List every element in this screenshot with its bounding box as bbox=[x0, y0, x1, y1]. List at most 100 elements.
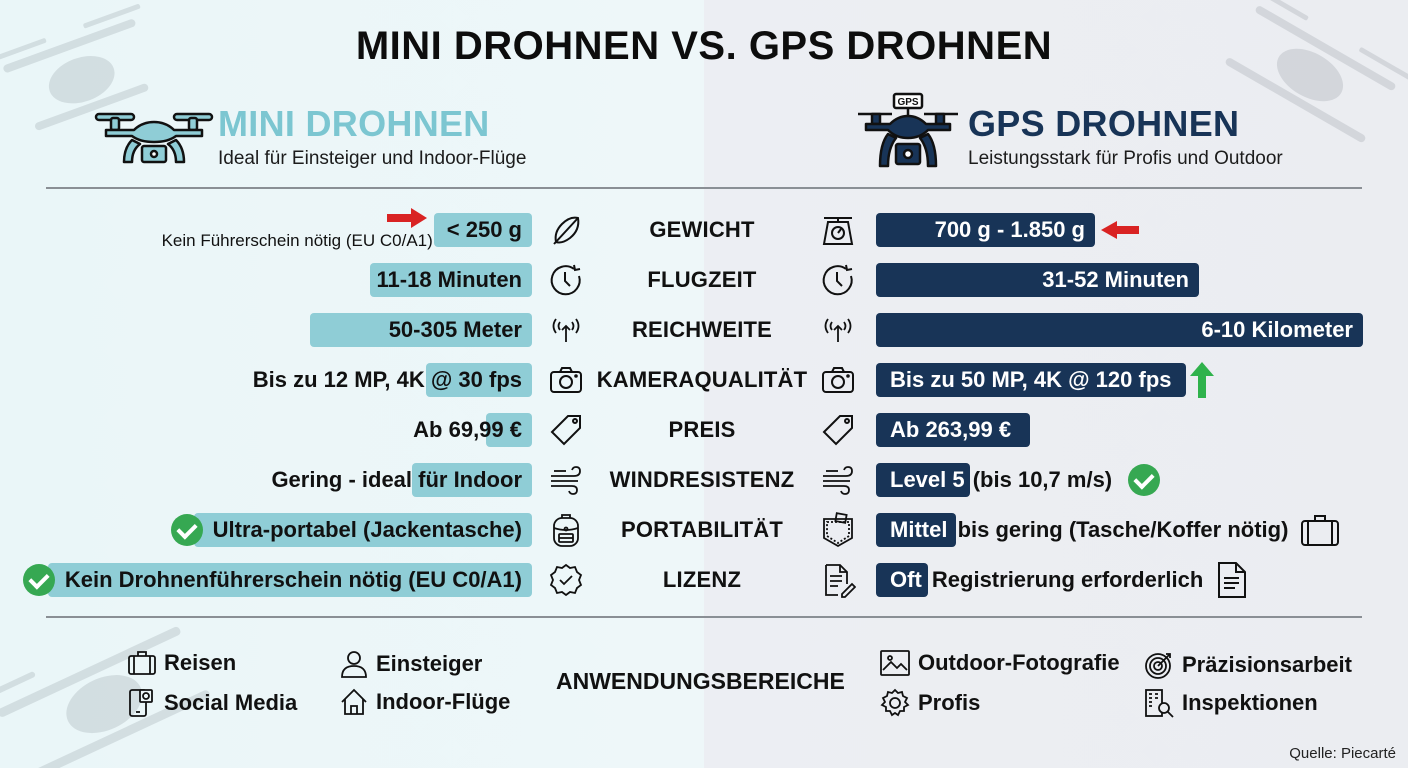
comparison-row-flight-time: 11-18 Minuten FLUGZEIT 31-52 Minuten bbox=[0, 260, 1408, 300]
gps-badge-text: GPS bbox=[897, 97, 918, 108]
gps-bar bbox=[876, 213, 1095, 247]
pocket-icon bbox=[823, 512, 853, 548]
mini-bar bbox=[310, 313, 532, 347]
usage-item: Reisen bbox=[128, 650, 236, 676]
mini-bar bbox=[426, 363, 532, 397]
user-icon bbox=[341, 651, 367, 678]
usage-title: ANWENDUNGSBEREICHE bbox=[556, 668, 845, 694]
mini-drones-subtitle: Ideal für Einsteiger und Indoor-Flüge bbox=[218, 148, 527, 169]
usage-item: Profis bbox=[880, 688, 980, 718]
gps-drones-subtitle: Leistungsstark für Profis und Outdoor bbox=[968, 148, 1283, 169]
target-icon bbox=[1145, 653, 1171, 679]
row-label-camera: KAMERAQUALITÄT bbox=[596, 367, 808, 392]
check-circle-icon bbox=[170, 514, 203, 546]
page-title: MINI DROHNEN VS. GPS DROHNEN bbox=[355, 24, 1053, 68]
mini-portability-value: Ultra-portabel (Jackentasche) bbox=[212, 517, 522, 542]
usage-label: Einsteiger bbox=[376, 651, 483, 676]
gps-wind-detail: (bis 10,7 m/s) bbox=[972, 467, 1113, 492]
row-label-portability: PORTABILITÄT bbox=[620, 517, 784, 542]
mini-camera-value: Bis zu 12 MP, 4K @ 30 fps bbox=[252, 367, 522, 392]
check-circle-icon bbox=[22, 564, 55, 596]
gps-drones-title: GPS DROHNEN bbox=[968, 103, 1240, 144]
header-divider bbox=[46, 187, 1362, 189]
scale-icon bbox=[822, 217, 854, 245]
tag-icon bbox=[822, 415, 853, 446]
green-arrow-up-icon bbox=[1190, 362, 1214, 398]
gps-price-value: Ab 263,99 € bbox=[890, 417, 1012, 442]
row-label-flight-time: FLUGZEIT bbox=[647, 267, 757, 292]
gps-wind-highlight: Level 5 bbox=[890, 467, 965, 492]
mini-bar bbox=[370, 263, 532, 297]
row-label-weight: GEWICHT bbox=[649, 217, 755, 242]
usage-item: Präzisionsarbeit bbox=[1144, 650, 1352, 680]
mini-drones-title: MINI DROHNEN bbox=[218, 103, 490, 144]
usage-item: Indoor-Flüge bbox=[340, 688, 510, 716]
gps-portability-highlight: Mittel bbox=[890, 517, 948, 542]
gps-bar bbox=[876, 313, 1363, 347]
comparison-row-license: Kein Drohnenführerschein nötig (EU C0/A1… bbox=[0, 560, 1408, 600]
red-arrow-right-icon bbox=[387, 208, 427, 228]
usage-item: Einsteiger bbox=[340, 650, 482, 678]
gps-bar bbox=[876, 463, 970, 497]
usage-label: Outdoor-Fotografie bbox=[918, 650, 1120, 675]
row-label-range: REICHWEITE bbox=[631, 317, 773, 342]
usage-item: Inspektionen bbox=[1144, 688, 1318, 718]
wind-icon bbox=[823, 466, 853, 495]
backpack-icon bbox=[553, 514, 579, 547]
suitcase-icon bbox=[1301, 515, 1340, 546]
usage-divider bbox=[46, 616, 1362, 618]
usage-label: Indoor-Flüge bbox=[376, 689, 511, 714]
row-label-price: PREIS bbox=[668, 417, 736, 442]
usage-label: Präzisionsarbeit bbox=[1182, 652, 1352, 677]
mini-range-value: 50-305 Meter bbox=[388, 317, 522, 342]
mini-bar bbox=[194, 513, 532, 547]
row-label-license: LIZENZ bbox=[662, 567, 742, 592]
gps-license-highlight: Oft bbox=[890, 567, 922, 592]
gear-icon bbox=[880, 688, 910, 717]
signal-icon bbox=[824, 318, 852, 342]
usage-label: Reisen bbox=[164, 650, 237, 675]
comparison-row-price: Ab 69,99 € PREIS Ab 263,99 € bbox=[0, 410, 1408, 450]
mini-drones-header: MINI DROHNEN Ideal für Einsteiger und In… bbox=[94, 102, 526, 170]
gps-drone-icon: GPS bbox=[858, 92, 958, 168]
phone-icon bbox=[129, 689, 153, 717]
feather-icon bbox=[553, 216, 580, 245]
row-label-wind: WINDRESISTENZ bbox=[609, 467, 795, 492]
comparison-row-camera: Bis zu 12 MP, 4K @ 30 fps KAMERAQUALITÄT… bbox=[0, 360, 1408, 400]
comparison-row-portability: Ultra-portabel (Jackentasche) PORTABILIT… bbox=[0, 510, 1408, 550]
comparison-row-weight: Kein Führerschein nötig (EU C0/A1) < 250… bbox=[0, 208, 1408, 250]
gps-drones-header: GPS GPS DROHNEN Leistungsstark für Profi… bbox=[856, 92, 1283, 170]
gps-bar bbox=[876, 513, 956, 547]
check-circle-icon bbox=[1128, 464, 1161, 496]
usage-label: Profis bbox=[918, 690, 981, 715]
document-icon bbox=[1218, 562, 1247, 598]
mini-bar bbox=[412, 463, 532, 497]
mini-license-value: Kein Drohnenführerschein nötig (EU C0/A1… bbox=[64, 567, 522, 592]
gps-bar bbox=[876, 263, 1199, 297]
usage-item: Social Media bbox=[128, 688, 297, 718]
home-icon bbox=[341, 688, 367, 715]
usage-section: Reisen Einsteiger Social Media Indoor-Fl… bbox=[0, 646, 1408, 726]
building-search-icon bbox=[1145, 689, 1174, 718]
tag-icon bbox=[550, 415, 581, 446]
gps-bar bbox=[876, 563, 928, 597]
usage-item: Outdoor-Fotografie bbox=[880, 650, 1120, 676]
mini-weight-value: < 250 g bbox=[446, 217, 522, 242]
usage-label: Social Media bbox=[164, 690, 298, 715]
gps-portability-detail: bis gering (Tasche/Koffer nötig) bbox=[957, 517, 1289, 542]
mini-drone-icon bbox=[94, 112, 214, 164]
mini-weight-note: Kein Führerschein nötig (EU C0/A1) bbox=[161, 231, 433, 250]
wind-icon bbox=[551, 466, 581, 495]
mini-price-value: Ab 69,99 € bbox=[413, 417, 522, 442]
gps-bar bbox=[876, 413, 1030, 447]
camera-icon bbox=[550, 367, 582, 393]
gps-camera-value: Bis zu 50 MP, 4K @ 120 fps bbox=[890, 367, 1172, 392]
signal-icon bbox=[552, 318, 580, 342]
mini-flight-time-value: 11-18 Minuten bbox=[376, 267, 522, 292]
mini-bar bbox=[434, 213, 532, 247]
suitcase-icon bbox=[128, 651, 156, 675]
mini-wind-value: Gering - ideal für Indoor bbox=[271, 467, 522, 492]
gps-license-detail: Registrierung erforderlich bbox=[931, 567, 1204, 592]
clock-icon bbox=[822, 264, 853, 296]
camera-icon bbox=[822, 367, 854, 393]
